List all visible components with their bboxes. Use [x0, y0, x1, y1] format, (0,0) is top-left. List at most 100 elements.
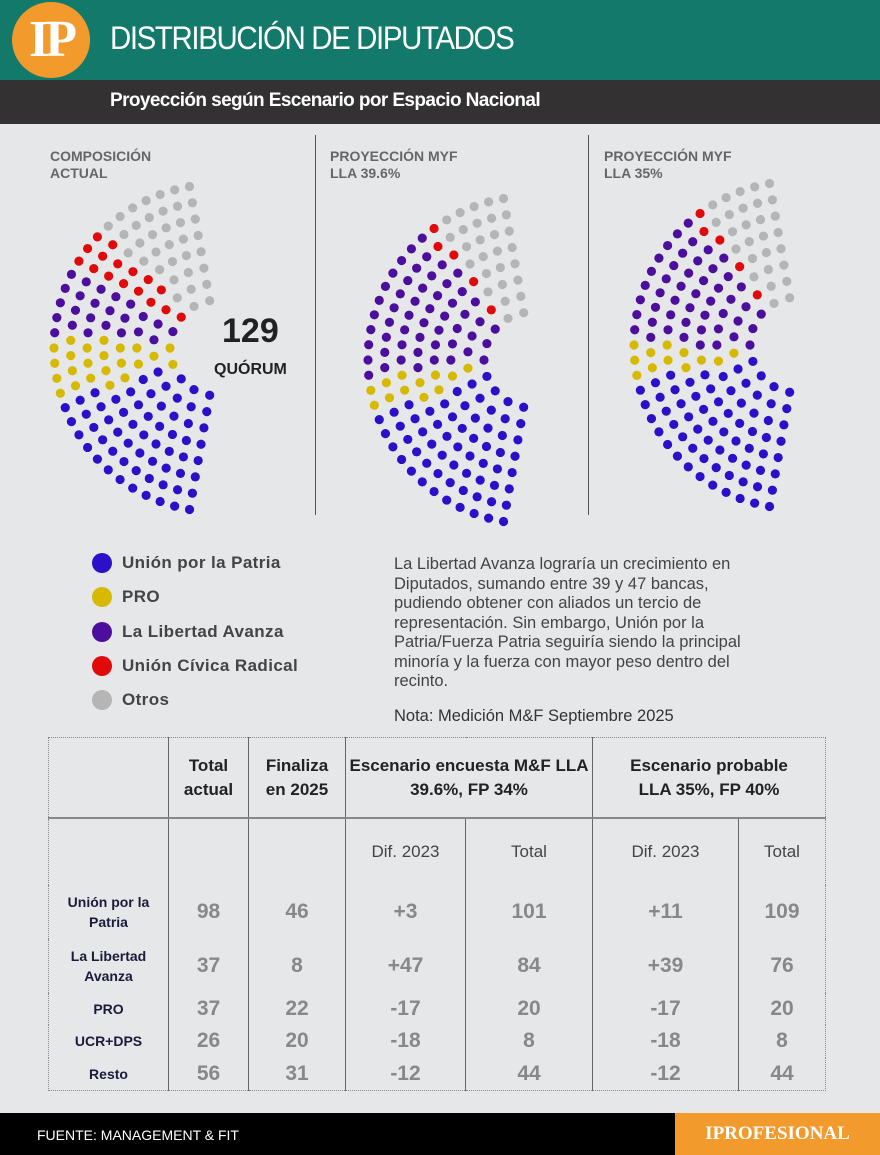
seat-pro	[663, 355, 673, 365]
seat-otros	[773, 227, 783, 238]
chart-3-label: PROYECCIÓN MYF LLA 35%	[604, 148, 732, 181]
seat-uni-n-por-la-patria	[470, 413, 480, 423]
seat-pro	[647, 363, 657, 373]
seat-pro	[149, 351, 159, 361]
seat-otros	[175, 218, 186, 228]
seat-pro	[434, 385, 444, 395]
seat-uni-n-por-la-patria	[389, 407, 399, 417]
cell-value: 76	[738, 939, 826, 993]
seat-otros	[199, 263, 209, 273]
page-subtitle: Proyección según Escenario por Espacio N…	[110, 90, 541, 111]
seat-otros	[484, 197, 494, 207]
seat-uni-n-por-la-patria	[447, 412, 458, 422]
seat-uni-n-por-la-patria	[155, 496, 165, 507]
seat-uni-n-por-la-patria	[735, 418, 745, 428]
seat-otros	[186, 284, 196, 294]
seat-otros	[492, 246, 503, 256]
seat-uni-n-por-la-patria	[469, 508, 479, 519]
seat-uni-n-por-la-patria	[155, 421, 165, 431]
seat-la-libertad-avanza	[479, 355, 489, 365]
seat-la-libertad-avanza	[713, 324, 724, 334]
seat-la-libertad-avanza	[52, 313, 62, 323]
seat-pro	[679, 347, 689, 358]
seat-pro	[132, 343, 142, 353]
legend-swatch	[92, 655, 112, 676]
seat-uni-n-por-la-patria	[469, 433, 479, 443]
seat-uni-n-por-la-patria	[183, 418, 193, 429]
seat-la-libertad-avanza	[646, 266, 657, 276]
seat-uni-n-por-la-patria	[504, 484, 514, 494]
brand-logo: IPROFESIONAL	[675, 1113, 880, 1155]
seat-uni-n-por-la-patria	[467, 379, 477, 389]
seat-uni-n-por-la-patria	[161, 381, 171, 391]
seat-uni-n-por-la-patria	[713, 397, 724, 407]
seat-uni-n-c-vica-radical	[469, 277, 479, 287]
seat-uni-n-por-la-patria	[128, 419, 138, 429]
seat-pro	[629, 340, 639, 350]
seat-uni-n-por-la-patria	[96, 402, 106, 412]
seat-uni-n-por-la-patria	[706, 384, 716, 394]
seat-uni-n-c-vica-radical	[486, 305, 496, 315]
seat-uni-n-por-la-patria	[153, 367, 163, 377]
seat-pro	[713, 356, 724, 366]
seat-uni-n-por-la-patria	[683, 462, 693, 472]
seat-uni-n-por-la-patria	[646, 414, 657, 424]
seat-uni-n-por-la-patria	[199, 423, 209, 433]
seat-la-libertad-avanza	[437, 260, 447, 270]
seat-uni-n-por-la-patria	[693, 424, 703, 434]
seat-la-libertad-avanza	[482, 338, 492, 349]
seat-otros	[752, 198, 763, 208]
seat-uni-n-por-la-patria	[685, 377, 695, 387]
seat-la-libertad-avanza	[434, 325, 444, 335]
seat-la-libertad-avanza	[105, 306, 115, 316]
footer: FUENTE: MANAGEMENT & FIT IPROFESIONAL	[0, 1113, 880, 1155]
seat-otros	[489, 230, 500, 240]
seat-uni-n-por-la-patria	[395, 421, 405, 431]
seat-la-libertad-avanza	[60, 283, 70, 293]
divider	[315, 135, 316, 515]
seat-uni-n-por-la-patria	[176, 374, 186, 384]
seat-uni-n-por-la-patria	[666, 370, 676, 380]
seat-uni-n-por-la-patria	[170, 501, 180, 511]
seat-uni-n-por-la-patria	[699, 453, 709, 464]
seat-uni-n-por-la-patria	[461, 468, 472, 478]
seat-uni-n-c-vica-radical	[433, 241, 443, 252]
seat-uni-n-por-la-patria	[684, 412, 694, 422]
cell-value: 8	[738, 1025, 826, 1058]
seat-uni-n-por-la-patria	[83, 442, 93, 453]
seat-la-libertad-avanza	[723, 271, 733, 282]
seat-uni-n-c-vica-radical	[735, 262, 745, 272]
seat-uni-n-c-vica-radical	[113, 259, 123, 269]
cell-value: 20	[738, 992, 826, 1026]
seat-la-libertad-avanza	[374, 295, 384, 305]
seat-otros	[507, 242, 517, 253]
seat-la-libertad-avanza	[389, 303, 399, 313]
seat-uni-n-c-vica-radical	[176, 312, 186, 322]
seat-uni-n-por-la-patria	[455, 502, 465, 513]
seat-otros	[169, 275, 179, 285]
seat-pro	[116, 358, 127, 368]
seat-uni-n-por-la-patria	[483, 423, 493, 433]
seat-otros	[184, 181, 195, 192]
seat-la-libertad-avanza	[90, 298, 100, 308]
seat-otros	[741, 220, 751, 230]
seat-uni-n-por-la-patria	[764, 501, 775, 512]
seat-la-libertad-avanza	[457, 286, 467, 297]
quorum-value: 129	[222, 312, 279, 350]
seat-uni-n-por-la-patria	[650, 378, 661, 388]
seat-la-libertad-avanza	[369, 310, 379, 320]
seat-pro	[66, 351, 76, 361]
cell-value: 22	[248, 992, 346, 1026]
seat-otros	[764, 178, 775, 189]
seat-la-libertad-avanza	[447, 298, 458, 308]
legend-swatch	[92, 587, 112, 608]
seat-uni-n-por-la-patria	[782, 403, 792, 414]
seat-pro	[630, 355, 640, 365]
seat-otros	[172, 293, 182, 303]
seat-pro	[50, 358, 60, 368]
seat-la-libertad-avanza	[111, 292, 121, 302]
cell-value: +47	[345, 939, 466, 993]
seat-uni-n-c-vica-radical	[128, 267, 138, 277]
subheader-total: Total	[465, 818, 593, 886]
seat-la-libertad-avanza	[70, 305, 81, 315]
